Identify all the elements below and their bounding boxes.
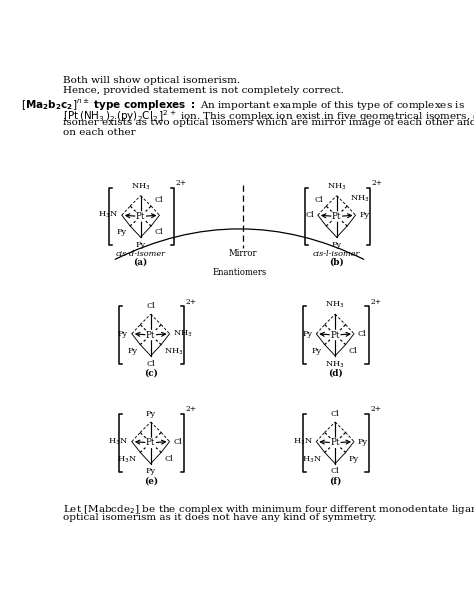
Text: H$_3$N: H$_3$N: [302, 454, 321, 465]
Text: Py: Py: [146, 410, 156, 418]
Text: NH$_3$: NH$_3$: [350, 193, 370, 204]
Text: Cl: Cl: [154, 196, 163, 204]
Text: H$_3$N: H$_3$N: [98, 210, 118, 220]
Text: Cl: Cl: [314, 196, 323, 204]
Text: (b): (b): [329, 258, 344, 267]
Text: Cl: Cl: [349, 347, 357, 355]
Text: Py: Py: [146, 467, 156, 476]
Text: Py: Py: [311, 347, 321, 355]
Text: Py: Py: [359, 211, 370, 219]
Text: cis-l-isomer: cis-l-isomer: [313, 250, 360, 258]
Text: 2+: 2+: [175, 179, 187, 187]
Text: Py: Py: [302, 330, 312, 338]
Text: Cl: Cl: [331, 467, 339, 476]
Text: Cl: Cl: [146, 360, 155, 368]
Text: Py: Py: [118, 330, 128, 338]
Text: (d): (d): [328, 368, 343, 377]
Text: Cl: Cl: [358, 330, 366, 338]
Text: Pt: Pt: [146, 439, 155, 447]
Text: $[\mathbf{Ma_2b_2c_2}]^{n\pm}$ $\mathbf{type\ complexes\ :}$ An important exampl: $[\mathbf{Ma_2b_2c_2}]^{n\pm}$ $\mathbf{…: [21, 98, 465, 113]
Text: 2+: 2+: [370, 298, 381, 306]
Text: NH$_3$: NH$_3$: [131, 181, 150, 192]
Text: 2+: 2+: [372, 179, 383, 187]
Text: Cl: Cl: [305, 211, 314, 219]
Text: Mirror: Mirror: [228, 249, 257, 258]
Text: optical isomerism as it does not have any kind of symmetry.: optical isomerism as it does not have an…: [63, 513, 376, 522]
Text: Pt: Pt: [146, 330, 155, 340]
Text: 2+: 2+: [186, 405, 197, 413]
Text: Pt: Pt: [332, 212, 341, 221]
Text: Py: Py: [358, 437, 368, 446]
Text: (a): (a): [134, 258, 148, 267]
Text: Py: Py: [136, 241, 146, 249]
Text: (f): (f): [329, 476, 341, 485]
Text: NH$_3$: NH$_3$: [326, 300, 345, 310]
Text: (c): (c): [144, 368, 158, 377]
Text: 2+: 2+: [370, 405, 381, 413]
Text: Py: Py: [117, 228, 127, 236]
Text: H$_3$N: H$_3$N: [108, 436, 128, 447]
Text: Both will show optical isomerism.: Both will show optical isomerism.: [63, 76, 240, 85]
Text: Py: Py: [127, 347, 137, 355]
Text: (e): (e): [144, 476, 158, 485]
Text: isomer exists as two optical isomers which are mirror image of each other and ar: isomer exists as two optical isomers whi…: [63, 118, 474, 127]
Text: Py: Py: [332, 241, 342, 249]
Text: H$_3$N: H$_3$N: [292, 436, 312, 447]
Text: 2+: 2+: [186, 298, 197, 306]
Text: Cl: Cl: [173, 437, 182, 446]
Text: H$_3$N: H$_3$N: [117, 454, 137, 465]
Text: NH$_3$: NH$_3$: [327, 181, 346, 192]
Text: Enantiomers: Enantiomers: [212, 268, 266, 277]
Text: Cl: Cl: [146, 303, 155, 310]
Text: Cl: Cl: [164, 454, 173, 463]
Text: NH$_3$: NH$_3$: [173, 329, 193, 339]
Text: Cl: Cl: [331, 410, 339, 418]
Text: Hence, provided statement is not completely correct.: Hence, provided statement is not complet…: [63, 86, 344, 95]
Text: $[\mathrm{Pt\,(NH_3\,)_2\,(py)_2Cl_2\,]}^{2+}$ ion. This complex ion exist in fi: $[\mathrm{Pt\,(NH_3\,)_2\,(py)_2Cl_2\,]}…: [63, 108, 474, 124]
Text: cis-d-isomer: cis-d-isomer: [116, 250, 165, 258]
Text: on each other: on each other: [63, 128, 136, 137]
Text: Pt: Pt: [330, 330, 340, 340]
Text: NH$_3$: NH$_3$: [164, 347, 184, 358]
Text: Py: Py: [349, 454, 359, 463]
Text: NH$_3$: NH$_3$: [326, 360, 345, 370]
Text: Let [Mabcde$_2$] be the complex with minimum four different monodentate ligand w: Let [Mabcde$_2$] be the complex with min…: [63, 503, 474, 516]
Text: Cl: Cl: [154, 228, 163, 236]
Text: Pt: Pt: [330, 439, 340, 447]
Text: Pt: Pt: [136, 212, 146, 221]
